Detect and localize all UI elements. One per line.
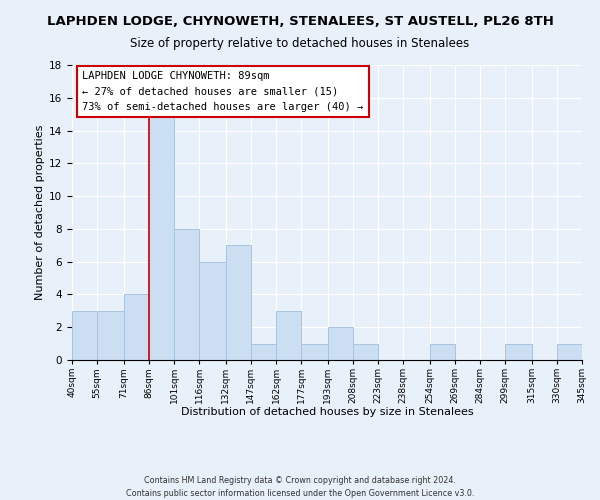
Bar — [251, 344, 276, 360]
Bar — [505, 344, 532, 360]
Bar — [149, 114, 174, 360]
Bar — [199, 262, 226, 360]
Text: Size of property relative to detached houses in Stenalees: Size of property relative to detached ho… — [130, 38, 470, 51]
Bar — [226, 246, 251, 360]
Bar — [174, 229, 199, 360]
Bar — [353, 344, 378, 360]
Bar — [97, 311, 124, 360]
Y-axis label: Number of detached properties: Number of detached properties — [35, 125, 45, 300]
X-axis label: Distribution of detached houses by size in Stenalees: Distribution of detached houses by size … — [181, 408, 473, 418]
Text: LAPHDEN LODGE, CHYNOWETH, STENALEES, ST AUSTELL, PL26 8TH: LAPHDEN LODGE, CHYNOWETH, STENALEES, ST … — [47, 15, 553, 28]
Bar — [72, 311, 97, 360]
Bar — [124, 294, 149, 360]
Text: LAPHDEN LODGE CHYNOWETH: 89sqm
← 27% of detached houses are smaller (15)
73% of : LAPHDEN LODGE CHYNOWETH: 89sqm ← 27% of … — [82, 71, 364, 112]
Bar — [430, 344, 455, 360]
Bar — [301, 344, 328, 360]
Bar — [557, 344, 582, 360]
Text: Contains HM Land Registry data © Crown copyright and database right 2024.
Contai: Contains HM Land Registry data © Crown c… — [126, 476, 474, 498]
Bar — [328, 327, 353, 360]
Bar — [276, 311, 301, 360]
